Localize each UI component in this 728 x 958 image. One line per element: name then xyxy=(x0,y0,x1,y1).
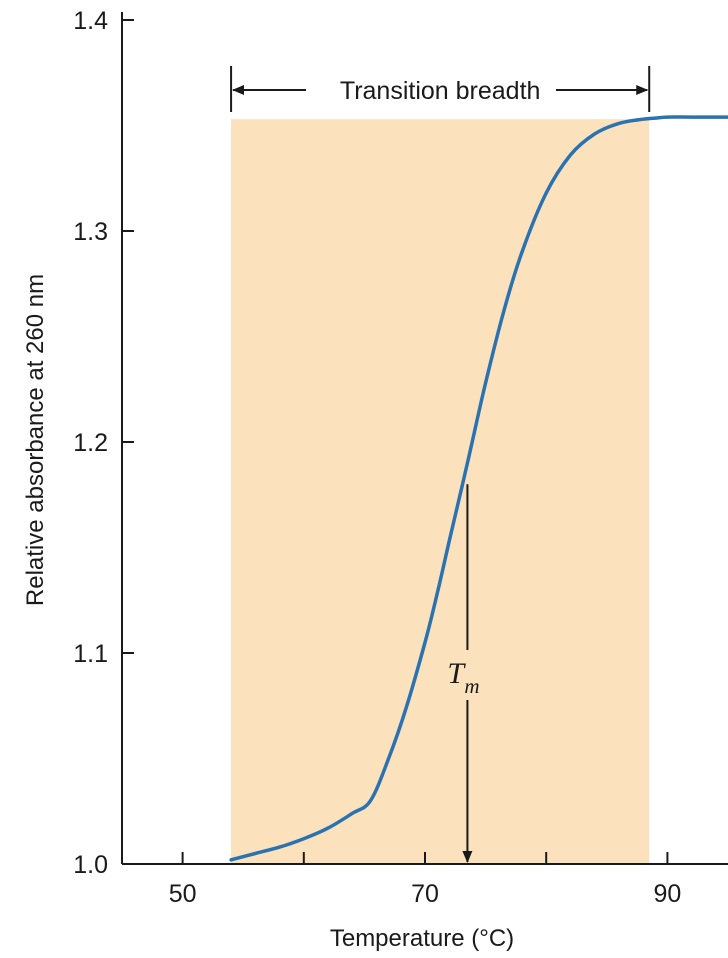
y-axis-title: Relative absorbance at 260 nm xyxy=(22,274,49,606)
x-tick-label: 50 xyxy=(169,880,197,908)
highlight-band-layer xyxy=(231,119,650,865)
tm-subscript: m xyxy=(464,674,479,698)
tm-label: T xyxy=(447,657,466,690)
y-tick-label: 1.4 xyxy=(73,7,108,35)
y-tick-label: 1.1 xyxy=(73,640,108,668)
y-tick-label: 1.3 xyxy=(73,218,108,246)
series-layer xyxy=(229,115,728,862)
axes-layer: 1.0 1.1 1.2 1.3 1.4 50 70 90 xyxy=(73,7,728,908)
x-tick-label: 70 xyxy=(411,880,439,908)
y-tick-label: 1.0 xyxy=(73,851,108,879)
transition-breadth-label: Transition breadth xyxy=(340,77,541,105)
x-axis-title: Temperature (°C) xyxy=(330,925,514,952)
x-tick-label: 90 xyxy=(653,880,681,908)
y-tick-label: 1.2 xyxy=(73,429,108,457)
absorbance-curve xyxy=(229,115,728,862)
annotations-layer: Transition breadth T m xyxy=(230,66,651,863)
transition-band xyxy=(231,119,650,865)
